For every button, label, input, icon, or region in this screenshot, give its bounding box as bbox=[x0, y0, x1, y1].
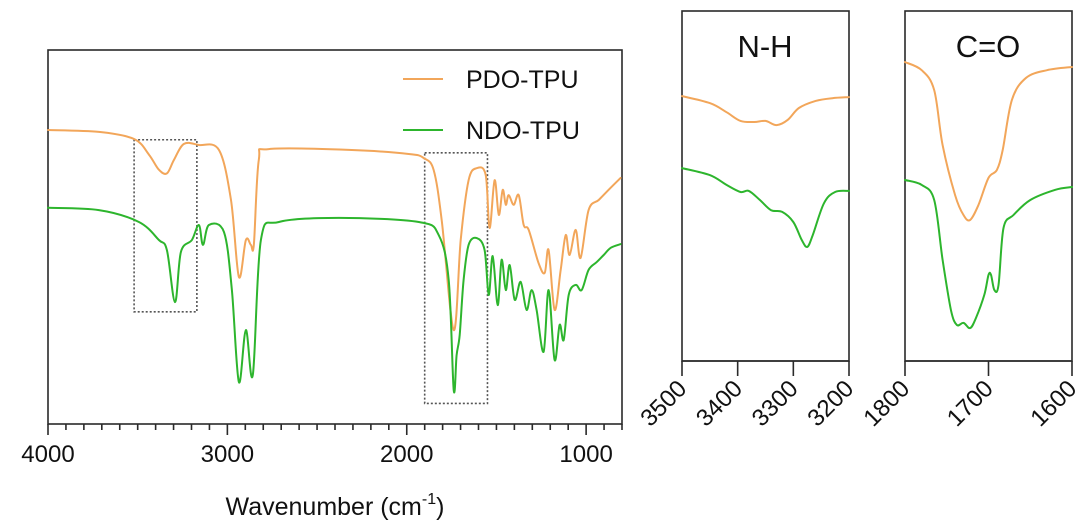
series-line-pdo-tpu bbox=[904, 61, 1073, 222]
main-x-axis: 4000 3000 2000 1000 bbox=[21, 424, 623, 468]
legend: PDO-TPU NDO-TPU bbox=[403, 66, 580, 145]
series-line-pdo-tpu bbox=[681, 95, 850, 127]
main-spectrum-panel: 4000 3000 2000 1000 Wavenumber (cm-1) PDO-T… bbox=[21, 49, 623, 521]
co-x-axis: 1800 1700 1600 bbox=[858, 360, 1080, 432]
series-line-pdo-tpu bbox=[47, 129, 622, 332]
x-tick-label: 3000 bbox=[201, 441, 254, 468]
x-tick-label: 3400 bbox=[691, 375, 748, 432]
x-tick-label: 3200 bbox=[802, 375, 859, 432]
x-tick-label: 3500 bbox=[635, 375, 692, 432]
nh-panel-title: N-H bbox=[737, 29, 792, 64]
highlight-regions bbox=[133, 138, 489, 405]
x-tick-label: 2000 bbox=[380, 441, 433, 468]
co-zoom-panel: C=O 1800 1700 1600 bbox=[858, 10, 1080, 432]
series-line-ndo-tpu bbox=[904, 179, 1073, 330]
series-line-ndo-tpu bbox=[681, 167, 850, 248]
main-series-group bbox=[47, 129, 622, 394]
x-tick-label: 4000 bbox=[21, 441, 74, 468]
x-tick-label: 1000 bbox=[559, 441, 612, 468]
x-tick-label: 1800 bbox=[858, 375, 915, 432]
co-panel-title: C=O bbox=[956, 29, 1021, 64]
legend-label-pdo-tpu: PDO-TPU bbox=[466, 66, 579, 94]
x-tick-label: 1700 bbox=[942, 375, 999, 432]
x-axis-title-close: ) bbox=[436, 493, 444, 521]
x-tick-label: 1600 bbox=[1025, 375, 1080, 432]
x-axis-title-text: Wavenumber (cm bbox=[226, 493, 422, 521]
x-tick-label: 3300 bbox=[747, 375, 804, 432]
x-axis-title: Wavenumber (cm-1) bbox=[226, 491, 445, 521]
co-series-group bbox=[904, 61, 1073, 330]
legend-label-ndo-tpu: NDO-TPU bbox=[466, 117, 580, 145]
nh-series-group bbox=[681, 95, 850, 248]
x-axis-title-superscript: -1 bbox=[422, 491, 436, 508]
series-line-ndo-tpu bbox=[47, 206, 622, 394]
